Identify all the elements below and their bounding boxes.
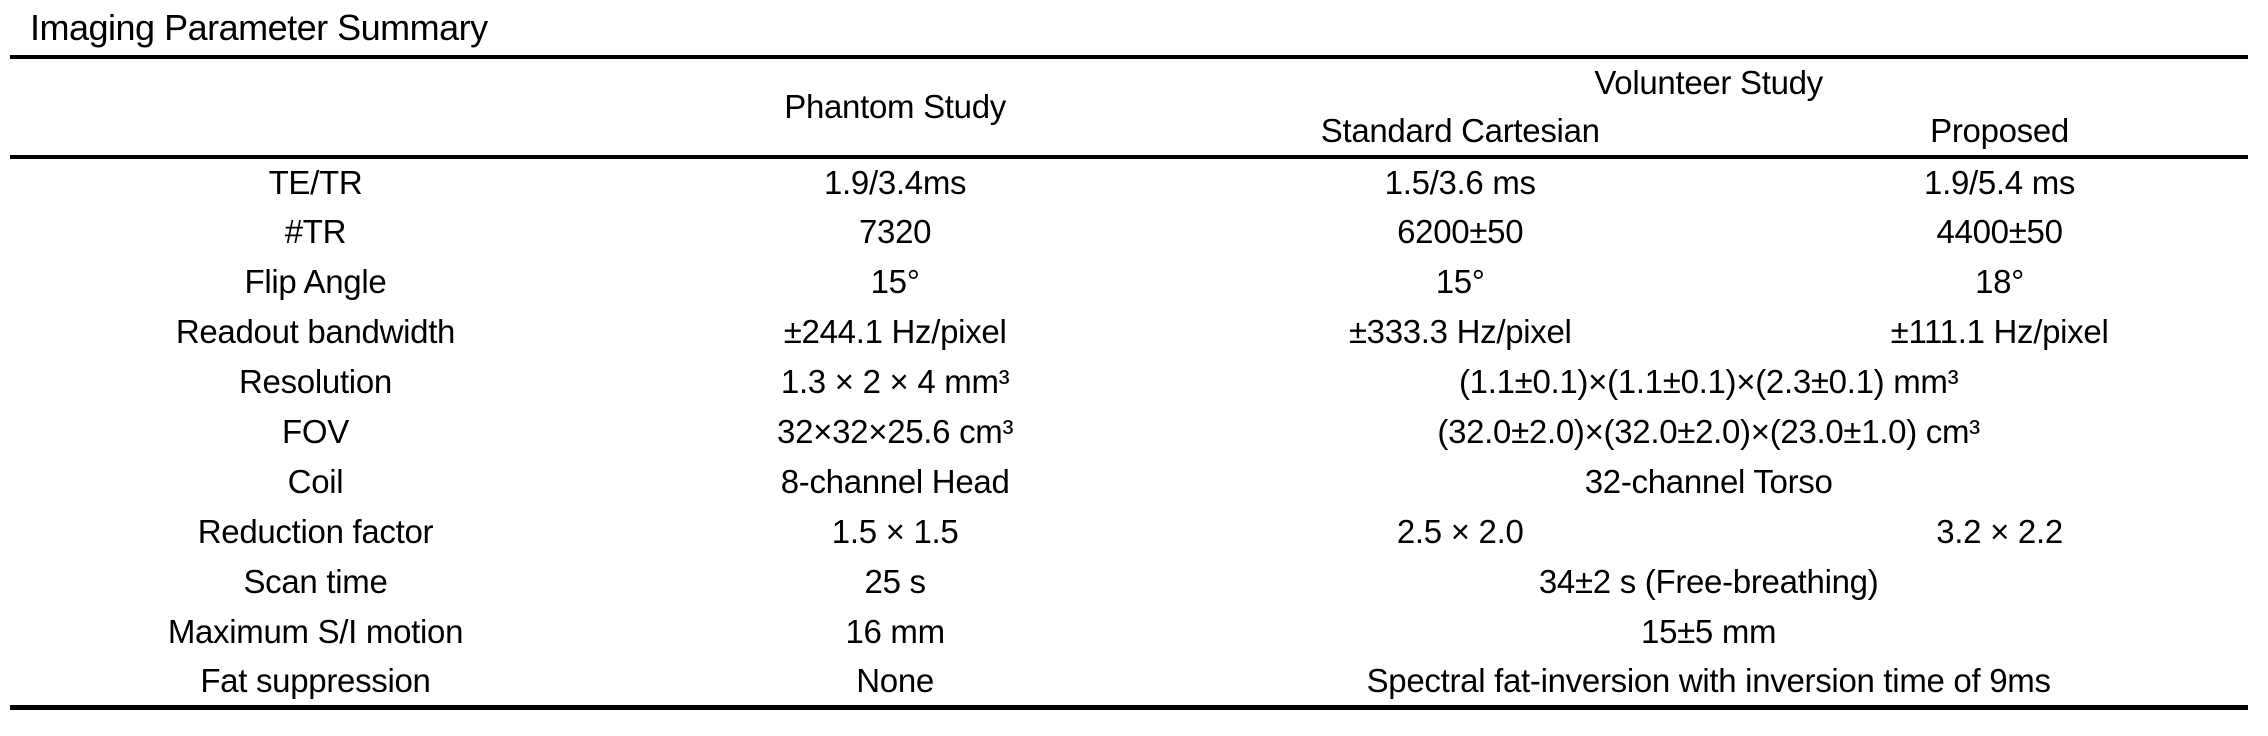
phantom-cell: 1.5 × 1.5 xyxy=(831,513,959,550)
phantom-cell: 16 mm xyxy=(845,613,945,650)
proposed-cell: 3.2 × 2.2 xyxy=(1936,513,2063,550)
volunteer-span-cell: 32-channel Torso xyxy=(1584,463,1833,500)
param-cell: Resolution xyxy=(239,363,392,400)
phantom-cell: 1.3 × 2 × 4 mm³ xyxy=(780,363,1010,400)
table-row: Resolution 1.3 × 2 × 4 mm³ (1.1±0.1)×(1.… xyxy=(10,357,2248,407)
table-row: Scan time 25 s 34±2 s (Free-breathing) xyxy=(10,557,2248,607)
table-row: Reduction factor 1.5 × 1.5 2.5 × 2.0 3.2… xyxy=(10,507,2248,557)
header-standard-cartesian: Standard Cartesian xyxy=(1169,107,1752,159)
table-row: Fat suppression None Spectral fat-invers… xyxy=(10,657,2248,710)
phantom-cell: None xyxy=(620,657,1170,710)
standard-cell: ±333.3 Hz/pixel xyxy=(1348,313,1572,350)
imaging-parameter-table: Phantom Study Volunteer Study Standard C… xyxy=(10,55,2248,710)
volunteer-span-cell: Spectral fat-inversion with inversion ti… xyxy=(1169,657,2248,710)
phantom-cell: 25 s xyxy=(864,563,926,600)
header-proposed: Proposed xyxy=(1751,107,2248,159)
phantom-cell: ±244.1 Hz/pixel xyxy=(783,313,1007,350)
proposed-cell: ±111.1 Hz/pixel xyxy=(1890,313,2109,350)
header-volunteer-study: Volunteer Study xyxy=(1594,64,1823,101)
header-parameter-empty xyxy=(10,57,621,159)
table-title: Imaging Parameter Summary xyxy=(30,7,488,48)
param-cell: Flip Angle xyxy=(244,263,387,300)
param-cell: Coil xyxy=(287,463,344,500)
volunteer-span-cell: (1.1±0.1)×(1.1±0.1)×(2.3±0.1) mm³ xyxy=(1458,363,1959,400)
table-header: Phantom Study Volunteer Study Standard C… xyxy=(10,57,2248,159)
table-body: TE/TR 1.9/3.4ms 1.5/3.6 ms 1.9/5.4 ms #T… xyxy=(10,157,2248,710)
table-row: FOV 32×32×25.6 cm³ (32.0±2.0)×(32.0±2.0)… xyxy=(10,407,2248,457)
param-cell: Fat suppression xyxy=(10,657,621,710)
param-cell: #TR xyxy=(284,213,347,250)
phantom-cell: 1.9/3.4ms xyxy=(824,164,967,201)
volunteer-span-cell: 15±5 mm xyxy=(1641,613,1777,650)
phantom-cell: 32×32×25.6 cm³ xyxy=(777,413,1014,450)
proposed-cell: 4400±50 xyxy=(1936,213,2063,250)
proposed-cell: 18° xyxy=(1975,263,2025,300)
param-cell: FOV xyxy=(282,413,349,450)
table-row: Coil 8-channel Head 32-channel Torso xyxy=(10,457,2248,507)
header-phantom-study: Phantom Study xyxy=(620,57,1170,159)
table-row: Maximum S/I motion 16 mm 15±5 mm xyxy=(10,607,2248,657)
phantom-cell: 8-channel Head xyxy=(780,463,1010,500)
table-row: Readout bandwidth ±244.1 Hz/pixel ±333.3… xyxy=(10,307,2248,357)
param-cell: Reduction factor xyxy=(197,513,434,550)
param-cell: Maximum S/I motion xyxy=(167,613,464,650)
param-cell: Readout bandwidth xyxy=(175,313,456,350)
volunteer-span-cell: 34±2 s (Free-breathing) xyxy=(1538,563,1879,600)
standard-cell: 2.5 × 2.0 xyxy=(1396,513,1524,550)
header-row-subgroup: Standard Cartesian Proposed xyxy=(10,107,2248,159)
proposed-cell: 1.9/5.4 ms xyxy=(1924,164,2076,201)
param-cell: Scan time xyxy=(243,563,388,600)
volunteer-span-cell: (32.0±2.0)×(32.0±2.0)×(23.0±1.0) cm³ xyxy=(1437,413,1980,450)
table-row: Flip Angle 15° 15° 18° xyxy=(10,257,2248,307)
standard-cell: 1.5/3.6 ms xyxy=(1384,164,1536,201)
phantom-cell: 7320 xyxy=(859,213,932,250)
standard-cell: 6200±50 xyxy=(1397,213,1524,250)
table-row: TE/TR 1.9/3.4ms 1.5/3.6 ms 1.9/5.4 ms xyxy=(10,157,2248,207)
table-row: #TR 7320 6200±50 4400±50 xyxy=(10,207,2248,257)
param-cell: TE/TR xyxy=(268,164,363,201)
header-row-group: Phantom Study Volunteer Study xyxy=(10,57,2248,159)
phantom-cell: 15° xyxy=(870,263,920,300)
standard-cell: 15° xyxy=(1435,263,1485,300)
